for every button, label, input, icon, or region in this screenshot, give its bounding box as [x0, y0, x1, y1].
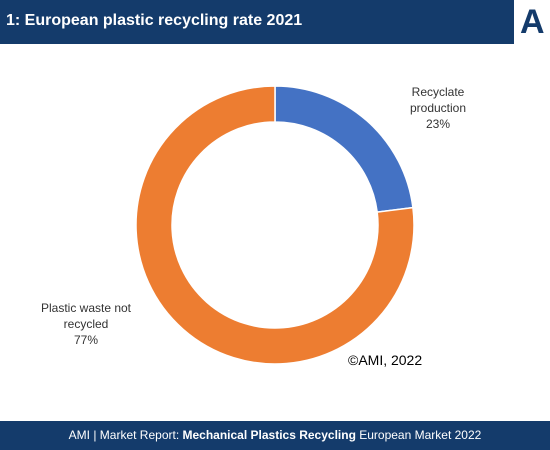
slice-label-recyclate: Recyclate production 23% [398, 84, 478, 132]
copyright-text: ©AMI, 2022 [348, 352, 423, 368]
donut-slice-not-recycled [135, 85, 415, 365]
footer-text-prefix: AMI | Market Report: [68, 428, 183, 442]
page-title: 1: European plastic recycling rate 2021 [6, 12, 303, 29]
donut-slice-recyclate [274, 85, 414, 213]
donut-chart [135, 85, 415, 365]
footer-text-suffix: European Market 2022 [355, 428, 482, 442]
slice-value-not-recycled: 77% [73, 333, 99, 347]
slice-label-not-recycled-line2: recycled [63, 317, 109, 331]
slice-label-recyclate-line1: Recyclate [411, 85, 465, 99]
slice-label-recyclate-line2: production [409, 101, 467, 115]
logo-text: A [520, 3, 545, 41]
header-bar: 1: European plastic recycling rate 2021 … [0, 0, 550, 44]
footer-report-title: Mechanical Plastics Recycling [182, 428, 356, 442]
slice-value-recyclate: 23% [425, 117, 451, 131]
footer-bar: AMI | Market Report: Mechanical Plastics… [0, 421, 550, 450]
logo: A [514, 0, 550, 44]
slice-label-not-recycled: Plastic waste not recycled 77% [26, 300, 146, 348]
slice-label-not-recycled-line1: Plastic waste not [40, 301, 132, 315]
